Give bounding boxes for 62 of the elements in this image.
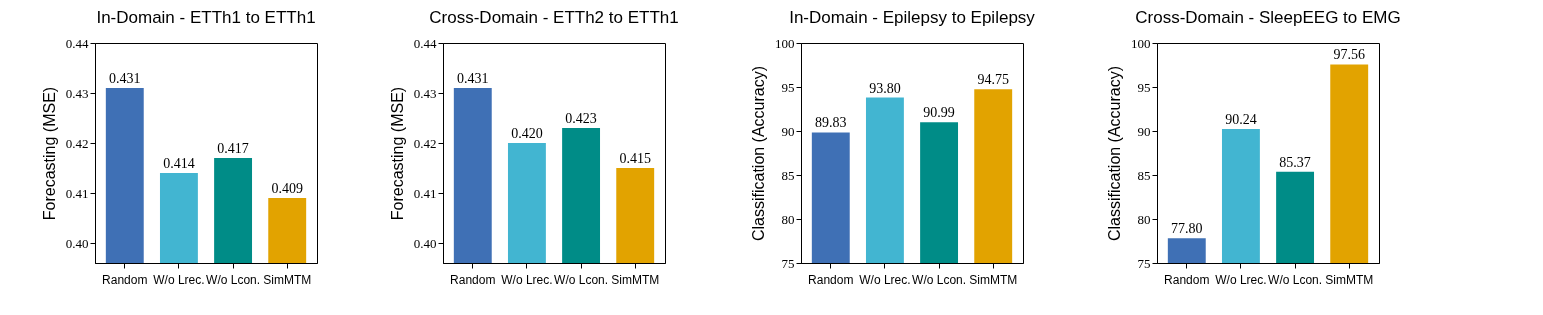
chart-title: In-Domain - ETTh1 to ETTh1 — [96, 8, 316, 27]
x-tick-label: Random — [102, 272, 148, 287]
x-tick-label: SimMTM — [263, 272, 312, 287]
y-axis-title: Classification (Accuracy) — [750, 65, 767, 242]
data-label: 97.56 — [1333, 47, 1365, 63]
y-tick-label: 0.44 — [413, 35, 437, 51]
y-tick-label: 0.40 — [413, 235, 437, 251]
y-tick-label: 0.40 — [65, 235, 89, 251]
y-tick-label: 85 — [781, 167, 795, 183]
x-tick-label: Random — [808, 272, 854, 287]
y-tick-label: 0.41 — [413, 185, 437, 201]
y-tick-label: 90 — [781, 123, 795, 139]
data-label: 0.420 — [511, 126, 543, 141]
x-tick-label: W/o Lcon. — [554, 272, 609, 287]
x-tick-label: Random — [450, 272, 496, 287]
x-tick-label: W/o Lrec. — [859, 272, 911, 287]
y-tick-label: 0.43 — [413, 85, 437, 101]
y-tick-label: 0.42 — [65, 135, 89, 151]
data-label: 90.24 — [1225, 111, 1257, 127]
data-label: 0.431 — [109, 71, 141, 86]
x-tick-label: W/o Lcon. — [206, 272, 261, 287]
data-label: 90.99 — [923, 105, 955, 121]
y-axis-title: Classification (Accuracy) — [1106, 65, 1123, 242]
data-label: 93.80 — [869, 80, 901, 96]
data-label: 77.80 — [1171, 221, 1203, 237]
y-tick-label: 95 — [781, 79, 795, 95]
x-tick-label: Random — [1164, 272, 1210, 287]
y-tick-label: 100 — [1131, 35, 1151, 51]
chart-title: Cross-Domain - SleepEEG to EMG — [1135, 8, 1401, 27]
y-tick-label: 75 — [1137, 255, 1151, 271]
data-label: 0.423 — [565, 111, 597, 126]
x-tick-label: SimMTM — [969, 272, 1018, 287]
y-tick-label: 0.41 — [65, 185, 89, 201]
data-label: 85.37 — [1279, 154, 1311, 170]
x-tick-label: W/o Lrec. — [153, 272, 205, 287]
y-tick-label: 100 — [775, 35, 795, 51]
y-tick-label: 80 — [781, 211, 795, 227]
chart-title: In-Domain - Epilepsy to Epilepsy — [789, 8, 1036, 27]
x-tick-label: SimMTM — [611, 272, 660, 287]
y-tick-label: 0.43 — [65, 85, 89, 101]
x-tick-label: W/o Lcon. — [912, 272, 967, 287]
data-label: 89.83 — [815, 115, 847, 131]
y-axis-title: Forecasting (MSE) — [388, 86, 406, 221]
data-label: 0.417 — [217, 141, 249, 156]
y-tick-label: 95 — [1137, 79, 1151, 95]
y-tick-label: 80 — [1137, 211, 1151, 227]
y-tick-label: 90 — [1137, 123, 1151, 139]
x-tick-label: W/o Lrec. — [1215, 272, 1267, 287]
data-label: 0.414 — [163, 156, 195, 171]
data-label: 0.431 — [457, 71, 489, 86]
x-tick-label: SimMTM — [1325, 272, 1374, 287]
chart-title: Cross-Domain - ETTh2 to ETTh1 — [429, 8, 679, 27]
y-tick-label: 85 — [1137, 167, 1151, 183]
data-label: 0.415 — [619, 151, 651, 166]
y-tick-label: 75 — [781, 255, 795, 271]
data-label: 0.409 — [271, 181, 303, 196]
x-tick-label: W/o Lcon. — [1268, 272, 1323, 287]
y-tick-label: 0.42 — [413, 135, 437, 151]
x-tick-label: W/o Lrec. — [501, 272, 553, 287]
y-tick-label: 0.44 — [65, 35, 89, 51]
data-label: 94.75 — [977, 72, 1009, 88]
y-axis-title: Forecasting (MSE) — [40, 86, 58, 221]
